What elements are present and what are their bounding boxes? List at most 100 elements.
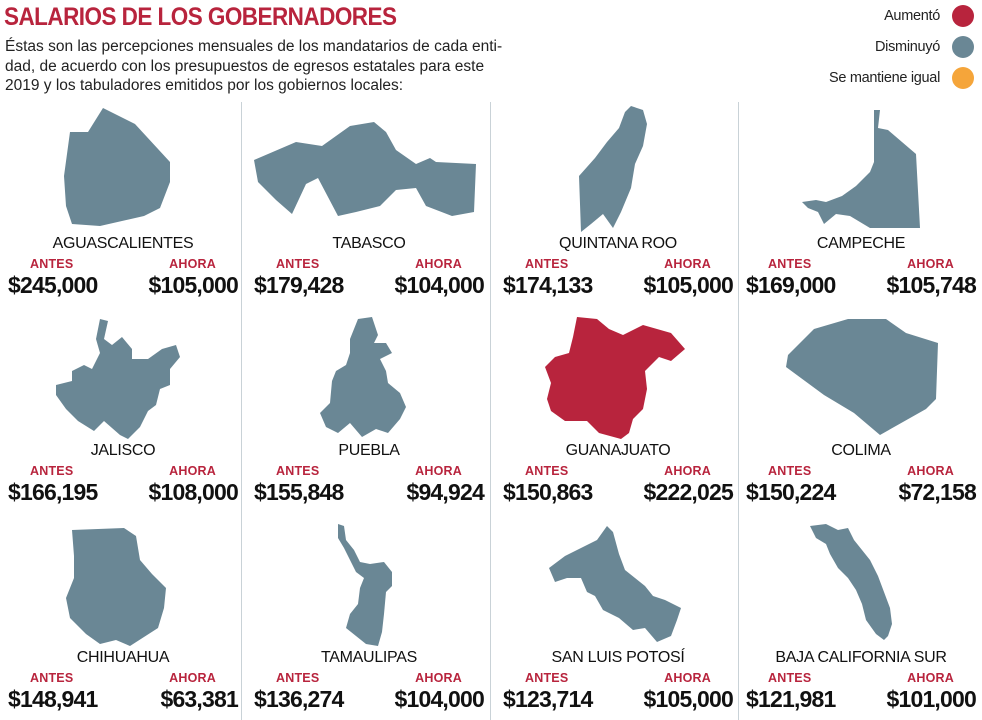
state-map-san-luis-potosi xyxy=(549,526,681,642)
state-card-puebla: PUEBLA ANTES AHORA $155,848 $94,924 xyxy=(246,309,492,515)
antes-label: ANTES xyxy=(276,464,320,478)
state-name: BAJA CALIFORNIA SUR xyxy=(775,649,947,666)
salary-before: $169,000 xyxy=(746,272,836,298)
salary-before: $150,224 xyxy=(746,479,836,505)
state-card-tabasco: TABASCO ANTES AHORA $179,428 $104,000 xyxy=(246,102,492,308)
legend-label: Aumentó xyxy=(884,8,940,24)
antes-label: ANTES xyxy=(30,671,74,685)
salary-after: $105,000 xyxy=(643,686,733,712)
state-card-san-luis-potosi: SAN LUIS POTOSÍ ANTES AHORA $123,714 $10… xyxy=(495,516,741,720)
state-name: AGUASCALIENTES xyxy=(52,235,194,252)
salary-after: $63,381 xyxy=(160,686,238,712)
ahora-label: AHORA xyxy=(169,257,216,271)
state-card-guanajuato: GUANAJUATO ANTES AHORA $150,863 $222,025 xyxy=(495,309,741,515)
state-map-tamaulipas xyxy=(338,524,392,646)
state-name: GUANAJUATO xyxy=(565,442,671,459)
antes-label: ANTES xyxy=(30,464,74,478)
antes-label: ANTES xyxy=(525,671,569,685)
legend-item-increased: Aumentó xyxy=(774,5,974,36)
ahora-label: AHORA xyxy=(169,464,216,478)
state-name: SAN LUIS POTOSÍ xyxy=(551,649,685,666)
ahora-label: AHORA xyxy=(415,464,462,478)
salary-after: $108,000 xyxy=(148,479,238,505)
page-title: SALARIOS DE LOS GOBERNADORES xyxy=(4,3,397,31)
ahora-label: AHORA xyxy=(664,257,711,271)
state-map-colima xyxy=(786,319,938,435)
state-card-tamaulipas: TAMAULIPAS ANTES AHORA $136,274 $104,000 xyxy=(246,516,492,720)
intro-line: dad, de acuerdo con los presupuestos de … xyxy=(5,57,485,75)
state-map-guanajuato xyxy=(545,317,685,439)
column-divider xyxy=(241,102,242,720)
ahora-label: AHORA xyxy=(415,671,462,685)
salary-before: $121,981 xyxy=(746,686,836,712)
salary-after: $101,000 xyxy=(886,686,976,712)
salary-after: $105,000 xyxy=(643,272,733,298)
state-map-tabasco xyxy=(254,122,476,216)
salary-before: $136,274 xyxy=(254,686,344,712)
salary-after: $105,748 xyxy=(886,272,976,298)
legend-item-unchanged: Se mantiene igual xyxy=(774,67,974,98)
state-card-baja-california-sur: BAJA CALIFORNIA SUR ANTES AHORA $121,981… xyxy=(738,516,982,720)
state-name: JALISCO xyxy=(90,442,156,459)
legend-label: Se mantiene igual xyxy=(829,70,940,86)
ahora-label: AHORA xyxy=(907,257,954,271)
antes-label: ANTES xyxy=(30,257,74,271)
salary-after: $94,924 xyxy=(406,479,484,505)
ahora-label: AHORA xyxy=(664,464,711,478)
state-card-colima: COLIMA ANTES AHORA $150,224 $72,158 xyxy=(738,309,982,515)
state-name: TAMAULIPAS xyxy=(321,649,417,666)
state-card-chihuahua: CHIHUAHUA ANTES AHORA $148,941 $63,381 xyxy=(0,516,246,720)
salary-after: $222,025 xyxy=(643,479,733,505)
state-map-jalisco xyxy=(56,319,180,439)
antes-label: ANTES xyxy=(276,257,320,271)
state-name: COLIMA xyxy=(831,442,891,459)
salary-before: $179,428 xyxy=(254,272,344,298)
column-divider xyxy=(738,102,739,720)
salary-after: $104,000 xyxy=(394,686,484,712)
salary-before: $150,863 xyxy=(503,479,593,505)
antes-label: ANTES xyxy=(768,257,812,271)
state-map-aguascalientes xyxy=(64,108,170,226)
salary-before: $155,848 xyxy=(254,479,344,505)
state-card-quintana-roo: QUINTANA ROO ANTES AHORA $174,133 $105,0… xyxy=(495,102,741,308)
antes-label: ANTES xyxy=(525,464,569,478)
ahora-label: AHORA xyxy=(664,671,711,685)
legend-dot-increased xyxy=(952,5,974,27)
intro-line: 2019 y los tabuladores emitidos por los … xyxy=(5,77,404,94)
state-card-aguascalientes: AGUASCALIENTES ANTES AHORA $245,000 $105… xyxy=(0,102,246,308)
state-map-chihuahua xyxy=(66,528,166,646)
legend-item-decreased: Disminuyó xyxy=(774,36,974,67)
state-name: TABASCO xyxy=(332,235,406,252)
ahora-label: AHORA xyxy=(415,257,462,271)
state-card-campeche: CAMPECHE ANTES AHORA $169,000 $105,748 xyxy=(738,102,982,308)
column-divider xyxy=(490,102,491,720)
state-map-campeche xyxy=(802,110,920,228)
antes-label: ANTES xyxy=(768,464,812,478)
intro-text: Éstas son las percepciones mensuales de … xyxy=(5,37,503,96)
antes-label: ANTES xyxy=(525,257,569,271)
salary-before: $245,000 xyxy=(8,272,98,298)
state-map-quintana-roo xyxy=(579,106,647,232)
antes-label: ANTES xyxy=(768,671,812,685)
salary-after: $104,000 xyxy=(394,272,484,298)
salary-after: $105,000 xyxy=(148,272,238,298)
antes-label: ANTES xyxy=(276,671,320,685)
ahora-label: AHORA xyxy=(907,671,954,685)
legend: Aumentó Disminuyó Se mantiene igual xyxy=(774,5,974,98)
state-name: CAMPECHE xyxy=(816,235,906,252)
legend-dot-unchanged xyxy=(952,67,974,89)
state-name: PUEBLA xyxy=(338,442,400,459)
salary-before: $123,714 xyxy=(503,686,593,712)
legend-dot-decreased xyxy=(952,36,974,58)
salary-before: $148,941 xyxy=(8,686,98,712)
ahora-label: AHORA xyxy=(907,464,954,478)
salary-before: $174,133 xyxy=(503,272,593,298)
intro-line: Éstas son las percepciones mensuales de … xyxy=(5,38,503,55)
state-map-baja-california-sur xyxy=(810,524,892,640)
state-name: QUINTANA ROO xyxy=(559,235,677,252)
salary-before: $166,195 xyxy=(8,479,98,505)
state-map-puebla xyxy=(320,317,406,437)
states-grid: AGUASCALIENTES ANTES AHORA $245,000 $105… xyxy=(0,102,982,720)
ahora-label: AHORA xyxy=(169,671,216,685)
legend-label: Disminuyó xyxy=(875,39,940,55)
